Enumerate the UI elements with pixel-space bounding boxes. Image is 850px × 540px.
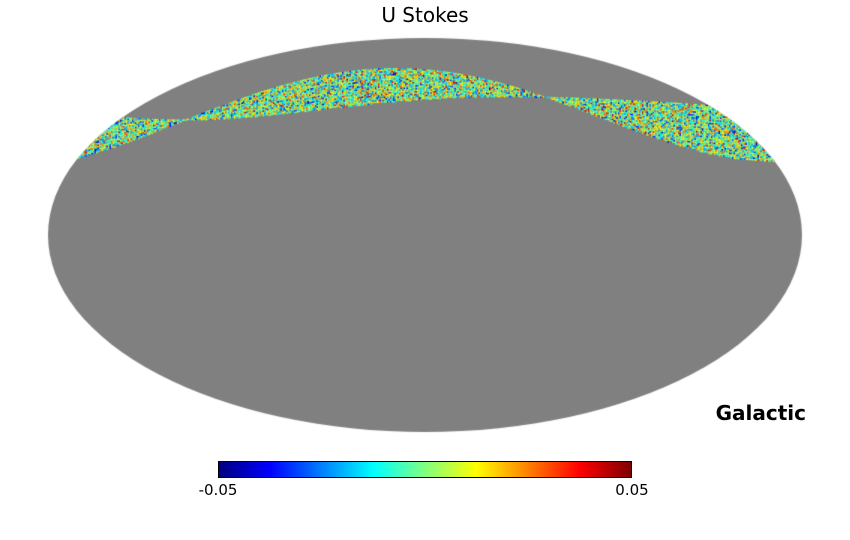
colorbar xyxy=(218,461,632,478)
colorbar-min-label: -0.05 xyxy=(198,481,238,499)
plot-title: U Stokes xyxy=(381,3,469,27)
coordinate-system-label: Galactic xyxy=(715,401,806,425)
colorbar-max-label: 0.05 xyxy=(615,481,649,499)
